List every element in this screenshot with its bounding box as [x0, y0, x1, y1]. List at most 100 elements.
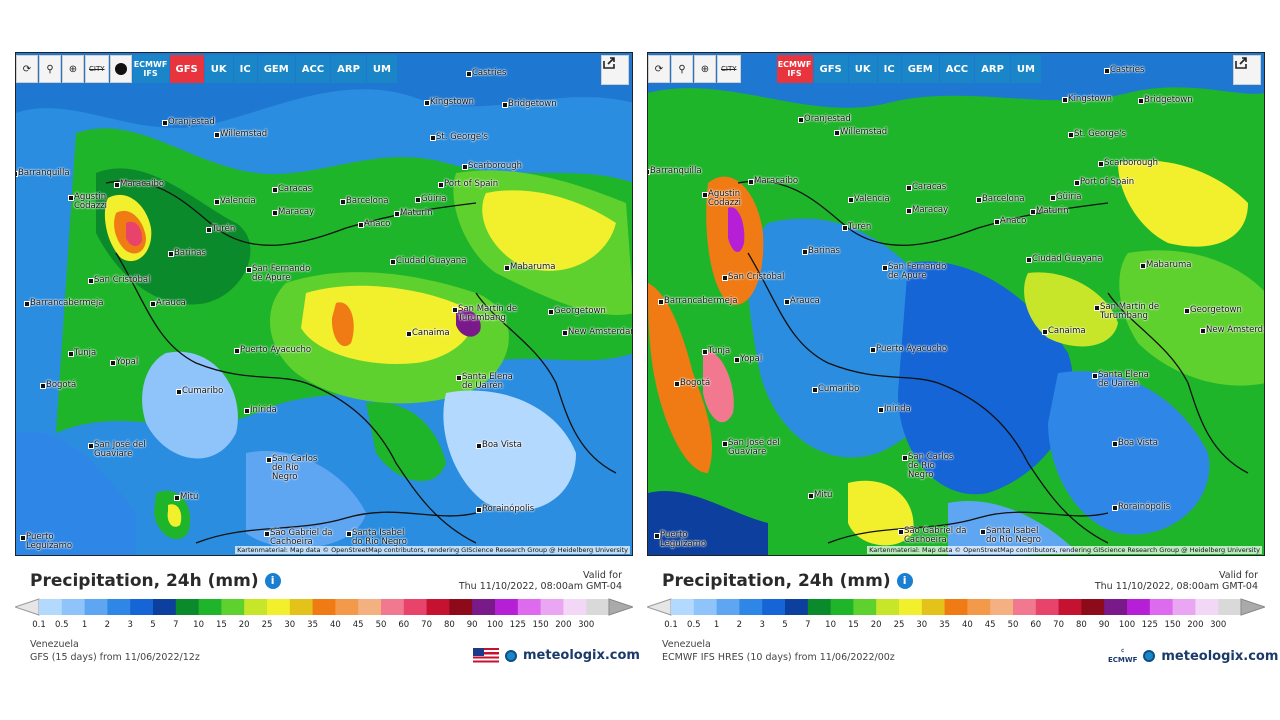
scale-right-arrow — [1240, 598, 1265, 616]
scale-swatch — [853, 599, 877, 615]
toolbar-spacer — [742, 55, 776, 83]
city-label: Ciudad Guayana — [1025, 254, 1103, 264]
city-label: Canaima — [1042, 326, 1086, 336]
city-label: Puerto Leguízamo — [654, 531, 714, 549]
city-label: Puerto Leguízamo — [20, 533, 80, 551]
scale-swatch — [495, 599, 519, 615]
model-gfs-button[interactable]: GFS — [169, 55, 204, 83]
zoom-button[interactable]: ⊕ — [694, 55, 716, 83]
left-brand[interactable]: meteologix.com — [473, 648, 640, 663]
model-arp-button[interactable]: ARP — [975, 55, 1010, 83]
scale-swatch — [312, 599, 336, 615]
scale-left-arrow — [15, 598, 40, 616]
city-label: Güiria — [414, 194, 447, 204]
scale-tick-label: 0.1 — [664, 620, 678, 630]
model-ic-button[interactable]: IC — [877, 55, 901, 83]
city-label: Puerto Ayacucho — [869, 344, 948, 354]
city-label: Arauca — [784, 296, 820, 306]
model-gem-button[interactable]: GEM — [901, 55, 939, 83]
scale-swatch — [403, 599, 428, 615]
refresh-button[interactable]: ⟳ — [16, 55, 38, 83]
left-run-info: Venezuela GFS (15 days) from 11/06/2022/1… — [30, 638, 200, 664]
precipitation-map-gfs[interactable]: ⟳ ⚲ ⊕ CITY ECMWF IFS GFS UK IC GEM ACC A… — [15, 52, 633, 556]
info-icon[interactable]: i — [264, 573, 281, 589]
ecmwf-logo: ꟲ ECMWF — [1108, 648, 1137, 664]
city-toggle-button[interactable]: CITY — [717, 55, 741, 83]
scale-tick-label: 50 — [375, 620, 387, 630]
scale-swatch — [198, 599, 222, 615]
scale-tick-label: 100 — [1118, 620, 1136, 630]
city-label: Barrancabermeja — [657, 296, 738, 306]
city-label: Barcelona — [339, 196, 389, 206]
scale-swatch — [762, 599, 786, 615]
left-color-scale — [15, 598, 633, 616]
scale-tick-label: 1 — [713, 620, 720, 630]
scale-tick-label: 125 — [509, 620, 526, 630]
model-um-button[interactable]: UM — [366, 55, 397, 83]
model-uk-button[interactable]: UK — [204, 55, 233, 83]
right-title-text: Precipitation, 24h (mm) — [662, 571, 891, 591]
city-label: Barinas — [802, 246, 840, 256]
scale-tick-label: 10 — [193, 620, 205, 630]
city-label: Tunja — [67, 348, 97, 358]
scale-tick-label: 10 — [825, 620, 837, 630]
info-icon[interactable]: i — [896, 573, 913, 589]
location-pin-button[interactable]: ⚲ — [39, 55, 61, 83]
scale-tick-label: 30 — [284, 620, 296, 630]
model-ic-button[interactable]: IC — [233, 55, 257, 83]
location-pin-button[interactable]: ⚲ — [671, 55, 693, 83]
model-acc-button[interactable]: ACC — [939, 55, 975, 83]
refresh-button[interactable]: ⟳ — [648, 55, 670, 83]
model-gem-button[interactable]: GEM — [257, 55, 295, 83]
scale-swatch — [967, 599, 991, 615]
model-acc-button[interactable]: ACC — [295, 55, 331, 83]
city-label: St. George's — [1068, 129, 1126, 139]
city-label: Maturin — [394, 208, 433, 218]
precipitation-map-ecmwf[interactable]: ⟳ ⚲ ⊕ CITY ECMWF IFS GFS UK IC GEM ACC A… — [647, 52, 1265, 556]
dark-mode-toggle[interactable] — [109, 55, 132, 83]
city-label: Rorainópolis — [1111, 502, 1171, 512]
scale-tick-label: 0.5 — [55, 620, 69, 630]
share-button[interactable] — [1233, 55, 1261, 85]
city-label: San Cristóbal — [721, 272, 785, 282]
city-label: Agustin Codazzi — [68, 193, 122, 211]
scale-swatch — [289, 599, 314, 615]
share-button[interactable] — [601, 55, 629, 85]
brand-text: meteologix.com — [1161, 648, 1279, 664]
scale-tick-label: 3 — [127, 620, 133, 630]
right-map-panel: ⟳ ⚲ ⊕ CITY ECMWF IFS GFS UK IC GEM ACC A… — [647, 52, 1265, 556]
city-label: Cumaribo — [175, 386, 224, 396]
scale-swatch — [563, 599, 587, 615]
city-label: St. George's — [430, 132, 488, 142]
city-label: Maracaibo — [747, 176, 799, 186]
scale-tick-label: 300 — [1210, 620, 1227, 630]
model-arp-button[interactable]: ARP — [331, 55, 366, 83]
model-um-button[interactable]: UM — [1010, 55, 1041, 83]
scale-tick-label: 150 — [532, 620, 549, 630]
model-ecmwf-button[interactable]: ECMWF IFS — [132, 55, 169, 83]
scale-tick-label: 0.1 — [32, 620, 46, 630]
circle-icon — [114, 63, 127, 75]
scale-swatch — [671, 599, 695, 615]
scale-swatch — [876, 599, 900, 615]
right-brand[interactable]: ꟲ ECMWF meteologix.com — [1108, 648, 1278, 664]
scale-swatch — [1172, 599, 1196, 615]
model-ecmwf-button[interactable]: ECMWF IFS — [776, 55, 813, 83]
left-panel-title: Precipitation, 24h (mm) i — [30, 571, 281, 591]
city-label: Arauca — [150, 298, 186, 308]
scale-tick-label: 90 — [1098, 620, 1110, 630]
city-label: Caracas — [271, 184, 313, 194]
model-uk-button[interactable]: UK — [848, 55, 877, 83]
city-toggle-button[interactable]: CITY — [85, 55, 109, 83]
city-label: Georgetown — [1184, 305, 1242, 315]
scale-tick-label: 7 — [173, 620, 179, 630]
scale-swatch — [921, 599, 946, 615]
zoom-button[interactable]: ⊕ — [62, 55, 84, 83]
scale-swatch — [540, 599, 564, 615]
city-label: Santa Isabel do Rio Negro — [980, 527, 1050, 545]
city-label: San Carlos de Río Negro — [902, 453, 962, 480]
city-label: Georgetown — [548, 306, 606, 316]
model-gfs-button[interactable]: GFS — [813, 55, 848, 83]
ecmwf-logo-mark: ꟲ — [1121, 648, 1125, 656]
scale-swatch — [739, 599, 763, 615]
